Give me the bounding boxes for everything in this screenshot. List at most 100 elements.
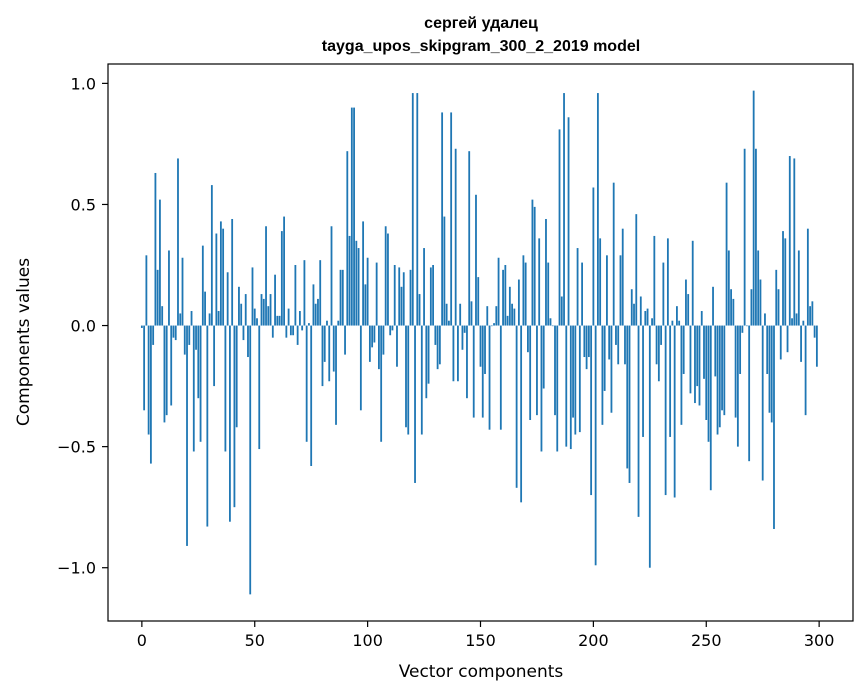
bar [793, 158, 796, 326]
bar [682, 325, 685, 374]
bar [486, 306, 489, 326]
bar [698, 325, 701, 406]
bar [210, 185, 213, 326]
bar [639, 296, 642, 326]
bar [350, 107, 353, 326]
bar [804, 325, 807, 416]
bar [247, 325, 249, 358]
bar [242, 325, 245, 341]
bar [736, 325, 739, 447]
bar [233, 325, 236, 508]
bar [321, 325, 324, 387]
bar [170, 325, 173, 406]
bar [542, 325, 545, 389]
bar [174, 325, 177, 341]
bar [208, 313, 211, 326]
bar [425, 325, 428, 399]
bar [362, 221, 365, 326]
bar [662, 262, 665, 326]
bar [312, 284, 315, 326]
bar [373, 325, 376, 343]
bar [517, 279, 520, 326]
bar [560, 296, 563, 326]
bar [445, 303, 448, 326]
bar [540, 325, 543, 452]
bar [165, 325, 168, 416]
bar [434, 325, 437, 345]
bar [565, 325, 568, 447]
bar [709, 325, 712, 491]
bar [784, 238, 787, 326]
bar [310, 325, 313, 467]
bar [815, 325, 818, 367]
bar [274, 274, 276, 326]
bar [479, 325, 482, 367]
bar [215, 233, 218, 326]
bar [712, 286, 714, 326]
bar [204, 291, 206, 326]
bar [186, 325, 188, 546]
bar [262, 298, 265, 326]
bar [396, 325, 398, 367]
bar [432, 265, 434, 326]
bar [691, 240, 694, 326]
bar [278, 315, 281, 326]
bar [651, 318, 653, 326]
bar [224, 325, 227, 452]
bar [450, 112, 453, 326]
bar [741, 325, 744, 333]
bar [739, 325, 742, 374]
bar [260, 294, 263, 326]
bar [481, 325, 484, 418]
bar [578, 325, 581, 433]
bar [549, 318, 552, 326]
bar [630, 289, 633, 326]
bar [443, 216, 446, 326]
bar [612, 182, 615, 326]
bar [253, 308, 256, 326]
bar [777, 289, 780, 326]
bar [152, 325, 155, 345]
y-tick-label: 0.5 [71, 195, 96, 214]
bar [635, 214, 638, 326]
bar [513, 308, 516, 326]
x-tick-label: 50 [245, 631, 265, 650]
bar [574, 325, 577, 435]
bar [583, 325, 586, 358]
bar [533, 206, 536, 326]
bar [748, 325, 751, 462]
bar [418, 294, 421, 326]
bar [222, 228, 225, 326]
bar [497, 257, 500, 326]
bar [694, 325, 696, 404]
bar [414, 325, 416, 483]
bar [718, 325, 721, 428]
bar [371, 325, 374, 348]
bar [192, 325, 195, 452]
y-axis-label: Components values [14, 258, 34, 426]
bar [770, 325, 773, 423]
bar [472, 325, 475, 418]
bar [276, 315, 279, 326]
bar [470, 301, 473, 326]
bar [603, 325, 606, 391]
bar [240, 303, 243, 326]
chart-title: сергей удалец [424, 15, 538, 32]
bar [154, 172, 157, 326]
bar [610, 325, 613, 413]
y-tick-label: −0.5 [57, 438, 96, 457]
bar [732, 298, 735, 326]
bar [766, 325, 769, 374]
bar [305, 325, 308, 442]
bar [317, 298, 319, 326]
bar [271, 325, 274, 338]
bar [409, 269, 412, 326]
bar [800, 325, 802, 362]
bar [806, 228, 809, 326]
bar [326, 320, 328, 326]
bar [642, 325, 644, 437]
bar [757, 250, 760, 326]
bar [596, 93, 599, 326]
bar [368, 325, 371, 362]
bar [594, 325, 597, 566]
